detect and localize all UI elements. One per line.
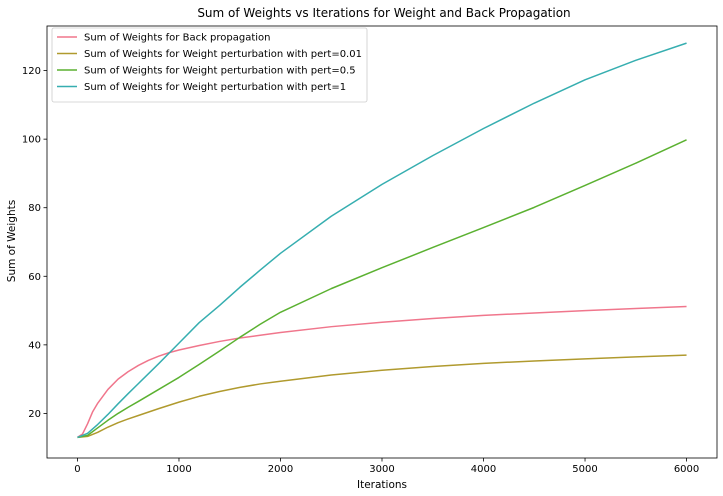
- x-tick-label: 4000: [471, 464, 496, 475]
- x-tick-label: 5000: [572, 464, 597, 475]
- x-tick-label: 6000: [674, 464, 699, 475]
- y-tick-label: 20: [28, 409, 41, 420]
- legend-label-1: Sum of Weights for Back propagation: [84, 33, 271, 44]
- y-tick-label: 60: [28, 272, 41, 283]
- legend-box: [51, 27, 368, 103]
- x-tick-label: 0: [74, 464, 80, 475]
- y-tick-label: 100: [22, 135, 41, 146]
- y-tick-label: 120: [22, 66, 41, 77]
- legend-label-3: Sum of Weights for Weight perturbation w…: [84, 66, 356, 77]
- plot-area: [77, 42, 687, 439]
- y-axis-label: Sum of Weights: [6, 200, 18, 282]
- x-tick-label: 1000: [166, 464, 191, 475]
- y-tick-label: 40: [28, 340, 41, 351]
- x-tick-label: 2000: [268, 464, 293, 475]
- series-line-1: [77, 305, 687, 439]
- legend-label-4: Sum of Weights for Weight perturbation w…: [84, 82, 346, 93]
- legend-label-2: Sum of Weights for Weight perturbation w…: [84, 49, 362, 60]
- axes: 0 1000 2000 3000 4000 5000 6000 20 40 60 80 100 120: [22, 25, 718, 475]
- legend: Sum of Weights for Back propagation Sum o…: [51, 27, 368, 103]
- series-line-3: [77, 139, 687, 439]
- x-axis-label: Iterations: [357, 479, 407, 491]
- x-tick-label: 3000: [369, 464, 394, 475]
- y-tick-label: 80: [28, 203, 41, 214]
- series-line-4: [77, 42, 687, 439]
- chart-title: Sum of Weights vs Iterations for Weight …: [197, 6, 570, 20]
- series-line-2: [77, 354, 687, 439]
